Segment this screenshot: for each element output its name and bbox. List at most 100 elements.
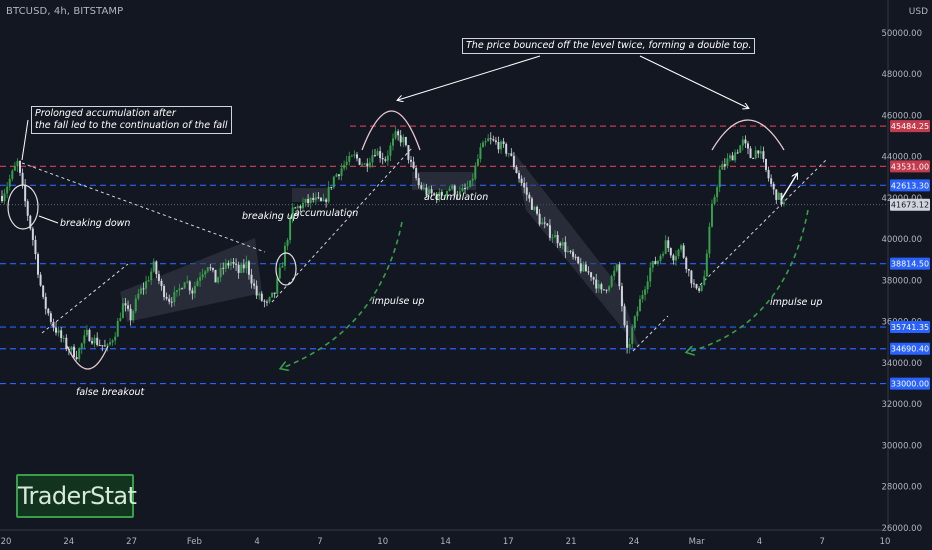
candle-body [582, 264, 585, 272]
x-tick-label: 24 [628, 537, 639, 547]
candle-body [389, 145, 392, 156]
candle-body [291, 207, 294, 219]
candle-body [88, 329, 91, 342]
candle-body [530, 198, 533, 210]
candle-body [44, 296, 47, 309]
candle-body [268, 297, 271, 302]
candle-body [646, 281, 649, 290]
candle-body [734, 152, 737, 161]
candle-body [615, 264, 618, 271]
candle-body [111, 340, 114, 343]
candle-body [201, 274, 204, 278]
candle-body [682, 245, 685, 258]
candle-body [26, 201, 29, 216]
candle-body [345, 161, 348, 165]
highlight-circles [7, 184, 297, 286]
annotation-double-top: The price bounced off the level twice, f… [462, 38, 756, 54]
candle-body [397, 131, 400, 136]
candle-body [515, 166, 518, 174]
candle-body [500, 141, 503, 150]
candle-body [258, 293, 261, 296]
x-tick-label: 10 [377, 537, 388, 547]
y-axis-unit: USD [909, 7, 928, 17]
candle-body [163, 286, 166, 298]
x-tick-label: 7 [317, 537, 322, 547]
candle-body [548, 225, 551, 238]
candle-body [209, 267, 212, 269]
candle-body [19, 161, 22, 173]
candle-body [366, 163, 369, 167]
candle-body [299, 206, 302, 209]
level-tag-label: 33000.00 [891, 380, 929, 389]
candle-body [759, 151, 762, 154]
level-tag [890, 179, 930, 192]
candle-body [327, 186, 330, 202]
candle-body [600, 284, 603, 290]
candle-body [543, 222, 546, 224]
candle-body [368, 162, 371, 167]
candle-body [654, 261, 657, 265]
candle-body [520, 178, 523, 183]
x-tick-label: 14 [440, 537, 451, 547]
candle-body [695, 284, 698, 289]
candle-body [214, 269, 217, 283]
candle-body [245, 261, 248, 269]
candle-body [772, 183, 775, 190]
candle-body [129, 308, 132, 321]
candle-body [188, 281, 191, 291]
candle-body [278, 267, 281, 279]
candle-body [482, 142, 485, 148]
candle-body [464, 188, 467, 190]
candle-body [775, 189, 778, 200]
annotation-accumulation-2: accumulation [424, 192, 489, 203]
candle-body [641, 294, 644, 300]
candle-body [330, 186, 333, 188]
candle-body [489, 138, 492, 140]
traderstat-logo: TraderStat [16, 474, 137, 518]
candle-body [381, 158, 384, 160]
annotation-breaking-up: breaking up [242, 211, 299, 222]
candle-body [561, 242, 564, 246]
candle-body [739, 145, 742, 153]
candle-body [353, 154, 356, 156]
candle-body [502, 141, 505, 144]
x-tick-label: 27 [126, 537, 137, 547]
candle-body [595, 279, 598, 289]
candle-body [142, 288, 145, 290]
candle-body [240, 264, 243, 273]
candle-body [764, 159, 767, 170]
candle-body [597, 284, 600, 289]
candle-body [242, 264, 245, 269]
candle-body [145, 281, 148, 289]
candle-body [685, 257, 688, 270]
candle-body [644, 289, 647, 295]
candle-body [371, 155, 374, 163]
level-tag [890, 120, 930, 133]
candle-body [551, 237, 554, 239]
x-tick-label: 10 [880, 537, 891, 547]
candle-body [708, 226, 711, 254]
candle-body [307, 198, 310, 204]
x-tick-label: 7 [820, 537, 825, 547]
candle-body [536, 206, 539, 214]
candle-body [165, 297, 168, 299]
time-axis: 20 24 27 Feb 4 7 10 14 17 21 24 Mar 4 7 10 [0, 529, 891, 547]
annotation-accumulation-after-fall: Prolonged accumulation after the fall le… [31, 106, 232, 134]
candle-body [75, 357, 78, 360]
candle-body [721, 164, 724, 170]
y-tick-label: 34000.00 [881, 359, 922, 369]
candle-body [276, 278, 279, 294]
candle-body [260, 293, 263, 301]
y-tick-label: 30000.00 [881, 441, 922, 451]
candle-body [134, 298, 137, 312]
candle-body [710, 203, 713, 227]
candle-body [281, 265, 284, 268]
candle-body [662, 253, 665, 256]
candle-body [394, 131, 397, 139]
candle-body [631, 327, 634, 344]
candle-body [358, 158, 361, 165]
x-tick-label: 4 [757, 537, 762, 547]
candle-body [199, 277, 202, 281]
candle-body [289, 218, 292, 240]
